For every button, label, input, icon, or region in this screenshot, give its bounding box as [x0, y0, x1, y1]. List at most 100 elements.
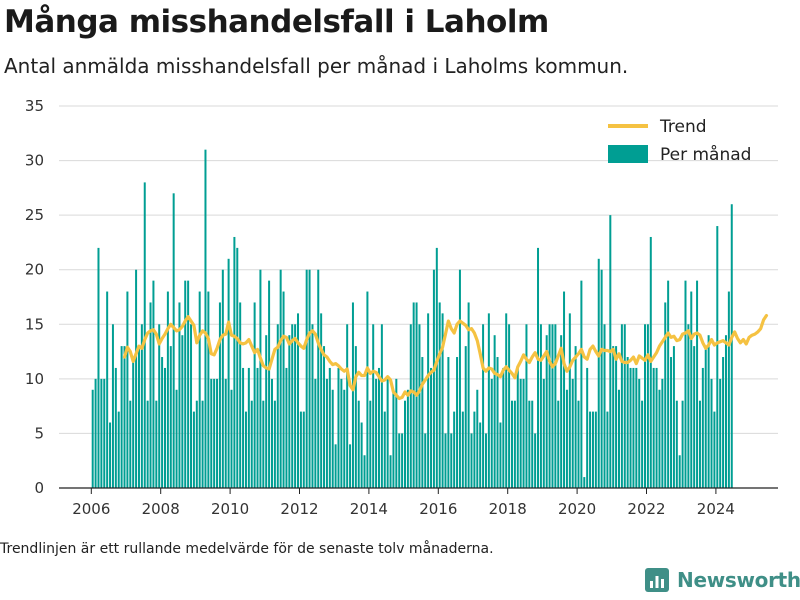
bar — [461, 411, 464, 488]
chart-title: Många misshandelsfall i Laholm — [4, 4, 549, 40]
bar — [470, 433, 473, 488]
bar — [262, 400, 265, 488]
bar — [565, 389, 568, 488]
bar — [161, 357, 164, 488]
y-tick-label: 30 — [25, 152, 44, 170]
bar — [137, 346, 140, 488]
x-tick-label: 2024 — [697, 500, 735, 518]
bar — [201, 400, 204, 488]
bar — [430, 367, 433, 488]
bar — [288, 335, 291, 488]
bar — [629, 367, 632, 488]
bar — [97, 247, 100, 488]
bar — [169, 346, 172, 488]
bar — [600, 269, 603, 488]
bar — [117, 411, 120, 488]
bar — [294, 324, 297, 488]
bar — [617, 389, 620, 488]
bar — [522, 378, 525, 488]
bar — [464, 346, 467, 488]
bar — [282, 291, 285, 488]
bar — [716, 226, 719, 488]
bar — [534, 433, 537, 488]
bar — [568, 313, 571, 488]
bar — [270, 378, 273, 488]
bar — [265, 335, 268, 488]
bar — [421, 357, 424, 488]
bar — [386, 378, 389, 488]
bar — [129, 400, 132, 488]
bar — [308, 269, 311, 488]
bar — [664, 302, 667, 488]
bar — [401, 433, 404, 488]
bar — [120, 346, 123, 488]
bar — [192, 411, 195, 488]
bar — [305, 269, 308, 488]
brand-name: Newsworthy — [677, 568, 800, 592]
bar — [276, 324, 279, 488]
bar — [325, 378, 328, 488]
bar — [123, 346, 126, 488]
bar — [537, 247, 540, 488]
bar — [580, 280, 583, 488]
bar — [496, 357, 499, 488]
bar — [424, 433, 427, 488]
footnote: Trendlinjen är ett rullande medelvärde f… — [0, 541, 494, 557]
y-tick-label: 0 — [34, 479, 44, 497]
bar — [487, 313, 490, 488]
y-tick-label: 25 — [25, 206, 44, 224]
bar — [380, 324, 383, 488]
bar — [135, 269, 138, 488]
bar — [218, 302, 221, 488]
bar — [528, 400, 531, 488]
bar — [109, 422, 112, 488]
bar — [369, 400, 372, 488]
bar — [227, 258, 230, 488]
bar — [690, 291, 693, 488]
bar — [589, 411, 592, 488]
bar — [626, 357, 629, 488]
bar — [467, 302, 470, 488]
bar — [696, 280, 699, 488]
bar — [638, 378, 641, 488]
legend-per-manad-swatch — [608, 145, 648, 163]
bar — [681, 400, 684, 488]
bar — [409, 324, 412, 488]
bar — [311, 324, 314, 488]
bar — [247, 367, 250, 488]
bar — [531, 400, 534, 488]
bar — [427, 313, 430, 488]
x-tick-label: 2018 — [489, 500, 527, 518]
bar — [126, 291, 129, 488]
bar — [210, 378, 213, 488]
bar — [441, 313, 444, 488]
bar — [519, 378, 522, 488]
bar — [722, 357, 725, 488]
bar — [591, 411, 594, 488]
bar — [216, 378, 219, 488]
chart-subtitle: Antal anmälda misshandelsfall per månad … — [4, 54, 629, 78]
bar — [493, 335, 496, 488]
bar — [684, 280, 687, 488]
x-tick-label: 2008 — [142, 500, 180, 518]
bar — [724, 335, 727, 488]
bar — [516, 367, 519, 488]
bar — [404, 400, 406, 488]
bar — [346, 324, 349, 488]
y-tick-label: 15 — [25, 315, 44, 333]
y-axis-ticks: 0 5 10 15 20 25 30 35 — [25, 97, 44, 497]
bar — [100, 378, 103, 488]
x-axis-ticks: 2006 2008 2010 2012 2014 2016 2018 2020 2022 2024 — [72, 488, 735, 518]
bar — [597, 258, 600, 488]
bar — [299, 411, 302, 488]
bar — [557, 400, 560, 488]
bar — [351, 302, 354, 488]
bar — [337, 367, 340, 488]
bar — [505, 313, 508, 488]
bar — [375, 378, 378, 488]
bar — [560, 335, 563, 488]
bar — [418, 324, 421, 488]
bar — [190, 324, 193, 488]
bar — [213, 378, 216, 488]
bar — [701, 367, 704, 488]
